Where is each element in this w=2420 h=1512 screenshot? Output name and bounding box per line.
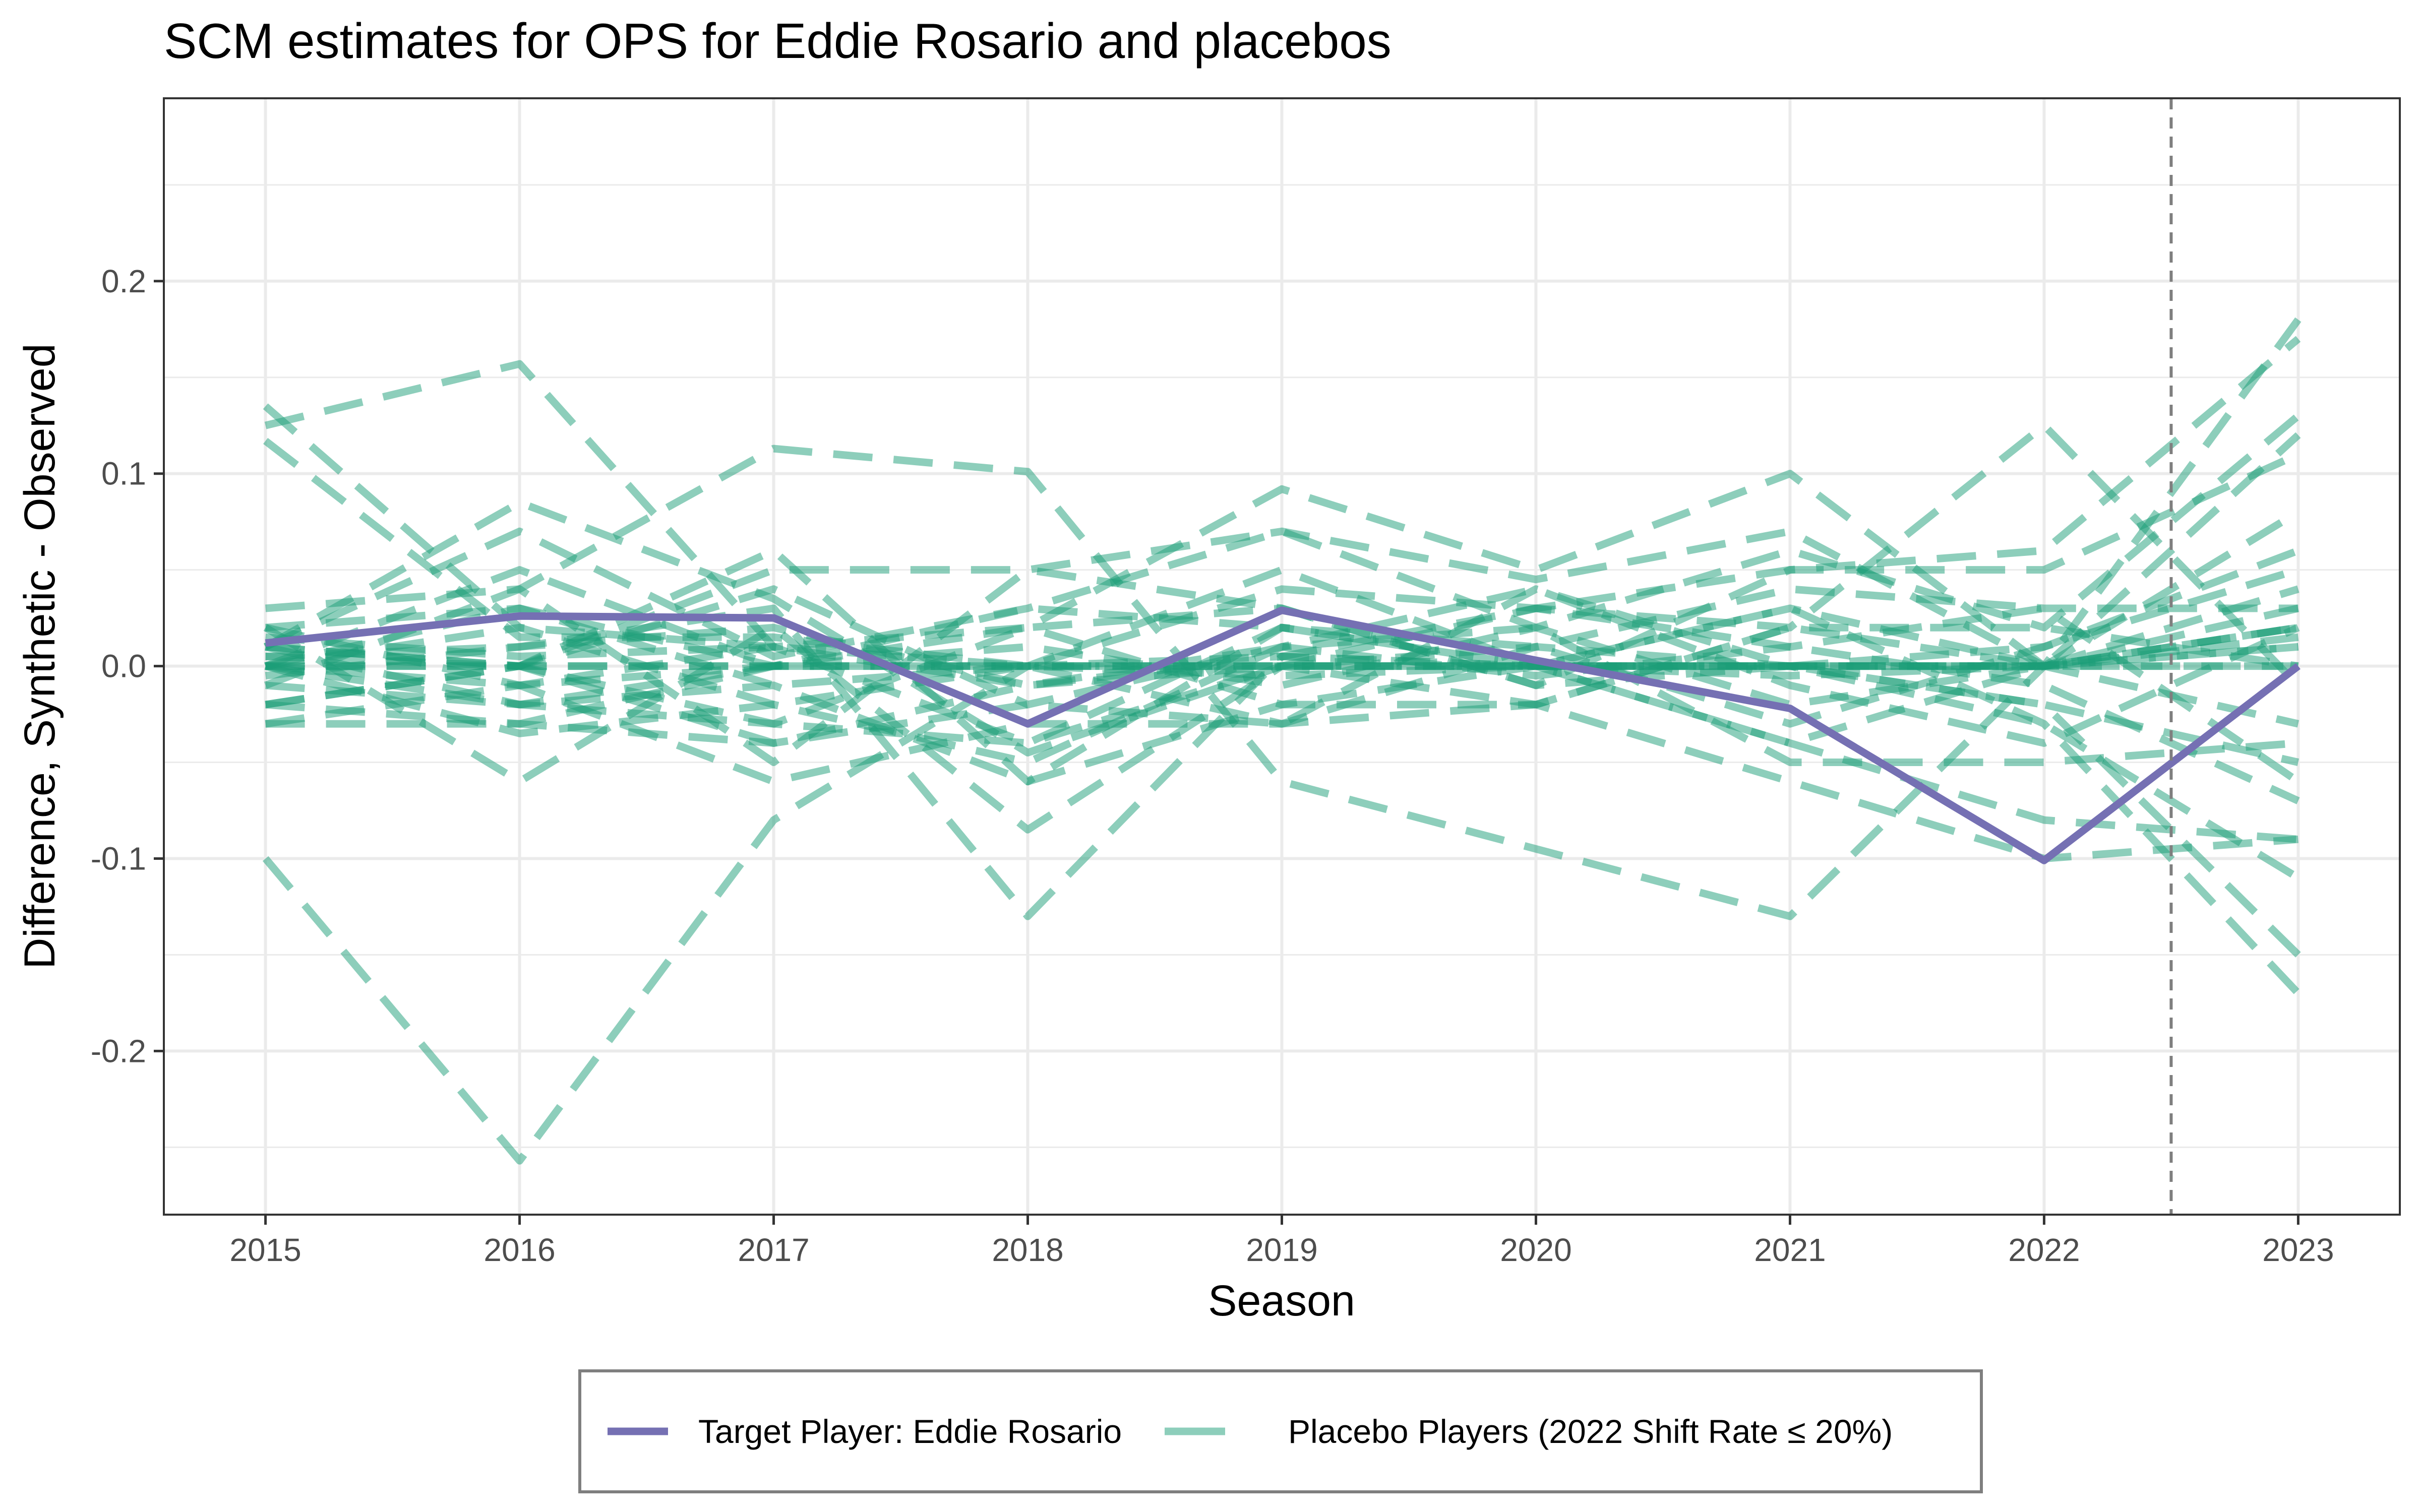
y-axis-ticks: 0.2 0.1 0.0 -0.1 -0.2 <box>91 263 164 1069</box>
x-tick-label: 2016 <box>483 1232 555 1268</box>
x-tick-label: 2018 <box>992 1232 1063 1268</box>
y-tick-label: -0.1 <box>91 840 146 876</box>
y-tick-label: 0.1 <box>101 456 146 492</box>
legend-label-target: Target Player: Eddie Rosario <box>698 1413 1122 1450</box>
placebo-line-12 <box>264 432 2301 670</box>
placebo-line-30 <box>265 585 2300 747</box>
placebo-line-31 <box>264 585 2298 728</box>
placebo-line-32 <box>265 604 2300 747</box>
placebo-line-23 <box>265 633 2299 670</box>
legend-label-placebo: Placebo Players (2022 Shift Rate ≤ 20%) <box>1288 1413 1893 1450</box>
y-tick-label: -0.2 <box>91 1033 146 1069</box>
chart-title: SCM estimates for OPS for Eddie Rosario … <box>164 13 1392 69</box>
target-series-group <box>265 606 2301 864</box>
placebo-line-15 <box>265 547 2300 747</box>
x-axis-ticks: 2015 2016 2017 2018 2019 2020 2021 2022 2023 <box>229 1215 2334 1268</box>
x-tick-label: 2020 <box>1500 1232 1571 1268</box>
x-tick-label: 2017 <box>738 1232 809 1268</box>
y-tick-label: 0.2 <box>101 263 146 299</box>
x-tick-label: 2015 <box>229 1232 301 1268</box>
x-axis-title: Season <box>1208 1277 1355 1325</box>
x-tick-label: 2019 <box>1246 1232 1317 1268</box>
placebo-line-8 <box>265 470 2298 709</box>
y-axis-title: Difference, Synthetic - Observed <box>16 343 64 969</box>
placebo-line-29 <box>265 623 2299 728</box>
y-tick-label: 0.0 <box>101 648 146 684</box>
placebo-line-7 <box>265 421 2301 920</box>
placebo-line-11 <box>264 413 2301 660</box>
legend-box <box>578 1369 1983 1493</box>
target-line <box>265 606 2301 864</box>
placebo-line-24 <box>265 604 2301 785</box>
legend: Target Player: Eddie Rosario Placebo Pla… <box>578 1369 1983 1493</box>
placebo-line-9 <box>265 317 2302 709</box>
placebo-line-5 <box>263 498 2300 757</box>
placebo-line-10 <box>264 336 2301 689</box>
placebo-line-25 <box>265 585 2300 709</box>
x-tick-label: 2023 <box>2262 1232 2334 1268</box>
x-tick-label: 2022 <box>2008 1232 2080 1268</box>
placebo-line-6 <box>265 445 2299 920</box>
x-tick-label: 2021 <box>1754 1232 1826 1268</box>
